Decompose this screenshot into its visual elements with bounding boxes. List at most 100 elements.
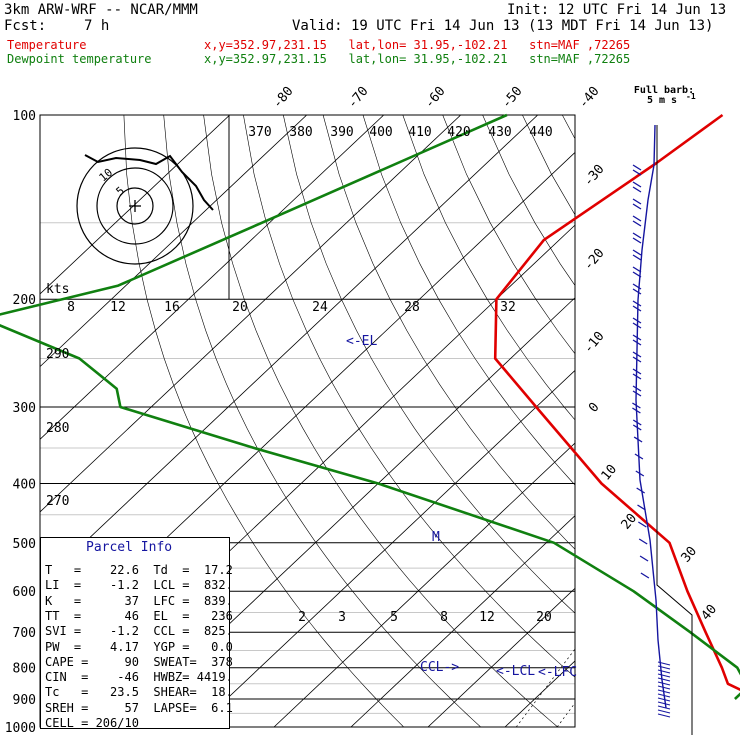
wind-barb xyxy=(632,283,642,290)
wind-barb xyxy=(657,661,671,666)
wind-direction-label: 270 xyxy=(46,494,69,509)
isotherm-line xyxy=(40,115,538,586)
lcl-label: <-LCL xyxy=(496,664,535,679)
wind-barb xyxy=(632,186,642,193)
init-time: Init: 12 UTC Fri 14 Jun 13 xyxy=(507,2,727,18)
mixing-ratio-upper-label: 12 xyxy=(110,300,126,315)
dewpoint-curve xyxy=(0,113,740,700)
pressure-tick-label: 700 xyxy=(13,626,36,641)
wind-direction-label: 280 xyxy=(46,421,69,436)
temperature-tick-label: 10 xyxy=(599,462,621,484)
wind-barb xyxy=(632,407,641,414)
temperature-tick-label: -10 xyxy=(581,329,608,357)
wind-barb xyxy=(632,215,642,222)
wind-barb xyxy=(632,232,642,239)
wind-barb xyxy=(636,487,645,494)
wind-barb xyxy=(632,334,642,341)
valid-time: Valid: 19 UTC Fri 14 Jun 13 (13 MDT Fri … xyxy=(292,18,714,34)
wind-barb xyxy=(632,419,642,426)
parcel-info-panel: Parcel Info T = 22.6 Td = 17.2 LI = -1.2 … xyxy=(40,537,233,730)
dry-adiabat-line xyxy=(402,115,575,421)
wind-barb xyxy=(657,677,671,682)
dewpoint-location: x,y=352.97,231.15 lat,lon= 31.95,-102.21… xyxy=(204,52,631,66)
parcel-info-row: PW = 4.17 YGP = 0.0 xyxy=(45,639,233,654)
lfc-label: <-LFC xyxy=(538,665,577,680)
full-barb-exponent: -1 xyxy=(686,92,696,101)
wind-barb xyxy=(632,300,642,307)
theta-label: 400 xyxy=(369,125,392,140)
hodograph-trace xyxy=(84,154,214,211)
temperature-location: x,y=352.97,231.15 lat,lon= 31.95,-102.21… xyxy=(204,38,631,52)
wind-barb xyxy=(634,453,644,460)
wind-barb xyxy=(657,701,671,706)
forecast-hours: 7 h xyxy=(84,18,110,34)
mixing-ratio-upper-label: 16 xyxy=(164,300,180,315)
isotherm-line xyxy=(504,660,575,727)
temperature-tick-label: -60 xyxy=(422,84,449,112)
mixing-ratio-line xyxy=(556,702,575,727)
wind-barb xyxy=(632,402,641,409)
theta-label: 440 xyxy=(529,125,552,140)
isotherm-line xyxy=(273,442,575,727)
wind-barb xyxy=(632,254,642,261)
moist-adiabat-line xyxy=(705,299,740,727)
wind-barb xyxy=(632,237,642,244)
mixing-ratio-upper-label: 28 xyxy=(404,300,420,315)
dry-adiabat-line xyxy=(163,115,481,727)
parcel-info-row: CIN = -46 HWBZ= 4419. xyxy=(45,670,233,685)
wind-barb xyxy=(657,681,671,686)
parcel-info-row: TT = 46 EL = 236 xyxy=(45,608,233,623)
forecast-label: Fcst: xyxy=(4,18,47,34)
theta-label: 380 xyxy=(289,125,312,140)
isotherm-line xyxy=(736,115,740,727)
wind-barb xyxy=(640,572,650,579)
pressure-tick-label: 300 xyxy=(13,401,36,416)
temperature-tick-label: 40 xyxy=(699,602,721,624)
pressure-tick-label: 800 xyxy=(13,662,36,677)
wind-barb xyxy=(632,305,642,312)
wind-barb xyxy=(657,669,671,674)
parcel-info-row: SVI = -1.2 CCL = 825. xyxy=(45,624,233,639)
wind-barb xyxy=(632,249,642,256)
mixing-ratio-lower-label: 12 xyxy=(479,610,495,625)
wind-barb xyxy=(632,203,642,210)
wind-barb xyxy=(657,693,671,698)
dry-adiabat-line xyxy=(362,115,575,486)
wind-barb xyxy=(632,198,642,205)
ccl-label: CCL-> xyxy=(420,660,459,675)
full-barb-unit: 5 m s xyxy=(647,95,677,106)
wind-barb xyxy=(632,169,642,176)
wind-barb xyxy=(635,470,645,477)
dry-adiabat-line xyxy=(283,115,575,614)
isotherm-line xyxy=(582,115,740,727)
dry-adiabat-line xyxy=(682,115,740,727)
isotherm-line xyxy=(196,369,575,727)
mixing-ratio-lower-label: 20 xyxy=(536,610,552,625)
wind-barb xyxy=(639,555,649,562)
theta-label: 410 xyxy=(408,125,431,140)
wind-barb xyxy=(632,271,642,278)
wind-barb xyxy=(632,385,642,392)
dry-adiabat-line xyxy=(322,115,575,550)
theta-label: 430 xyxy=(488,125,511,140)
pressure-tick-label: 200 xyxy=(13,293,36,308)
temperature-legend: Temperature xyxy=(7,38,87,52)
wind-barb xyxy=(632,351,642,358)
wind-barb xyxy=(633,436,643,443)
wind-barb xyxy=(632,164,642,171)
parcel-info-row: SREH = 57 LAPSE= 6.1 xyxy=(45,700,233,715)
sounding-curves xyxy=(0,113,740,700)
theta-label: 390 xyxy=(330,125,353,140)
wind-barb xyxy=(657,705,671,710)
wind-barb xyxy=(637,504,646,511)
kts-label: kts xyxy=(46,282,69,297)
wind-barb-profile: Full barb:5 m s -1 xyxy=(632,85,696,735)
wind-barb xyxy=(632,266,642,273)
theta-label: 420 xyxy=(447,125,470,140)
dry-adiabat-line xyxy=(562,115,575,140)
mixing-ratio-upper-label: 20 xyxy=(232,300,248,315)
wind-barb xyxy=(632,220,642,227)
wind-barb xyxy=(632,339,642,346)
wind-axis xyxy=(656,125,693,735)
wind-barb-staff xyxy=(635,124,667,709)
